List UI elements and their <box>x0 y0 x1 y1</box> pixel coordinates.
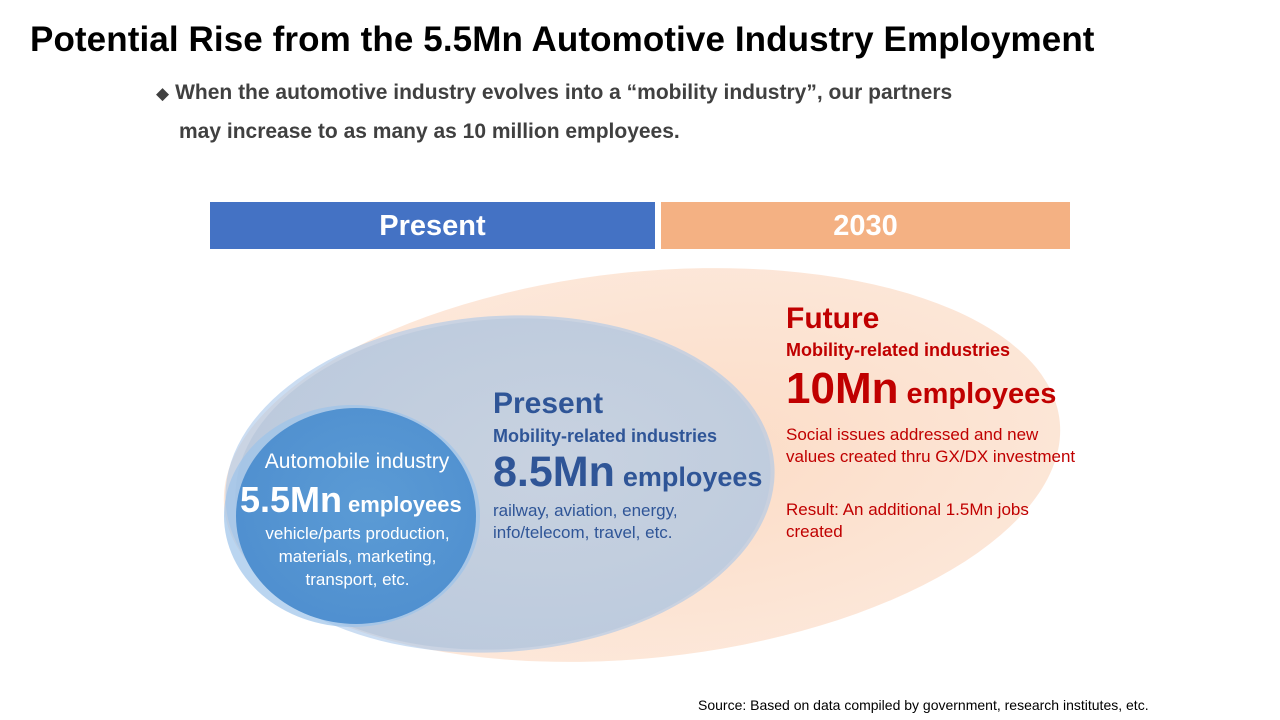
source-note: Source: Based on data compiled by govern… <box>698 697 1149 713</box>
future-unit: employees <box>906 378 1057 410</box>
future-description: Social issues addressed and new values c… <box>786 425 1076 466</box>
automobile-number: 5.5Mn <box>240 479 343 520</box>
header-present: Present <box>210 202 655 249</box>
future-subheading: Mobility-related industries <box>786 340 1011 360</box>
automobile-circle <box>224 405 480 627</box>
future-employee-count: 10Mn employees <box>786 364 1056 414</box>
present-number: 8.5Mn <box>493 448 615 496</box>
future-number: 10Mn <box>786 364 899 413</box>
present-description: railway, aviation, energy, info/telecom,… <box>493 501 678 542</box>
automobile-unit: employees <box>348 492 462 517</box>
bullet-line-2: may increase to as many as 10 million em… <box>179 120 680 143</box>
present-employee-count: 8.5Mn employees <box>493 448 762 497</box>
diamond-bullet-icon: ◆ <box>156 84 170 103</box>
automobile-heading: Automobile industry <box>264 450 450 473</box>
page-title: Potential Rise from the 5.5Mn Automotive… <box>30 20 1095 59</box>
automobile-employee-count: 5.5Mn employees <box>240 479 462 521</box>
bullet-point: ◆ When the automotive industry evolves in… <box>156 74 1096 151</box>
bullet-line-1: When the automotive industry evolves int… <box>175 81 953 104</box>
present-heading: Present <box>493 387 604 420</box>
automobile-description: vehicle/parts production, materials, mar… <box>265 524 450 589</box>
header-2030: 2030 <box>661 202 1070 249</box>
present-unit: employees <box>622 462 763 492</box>
future-result: Result: An additional 1.5Mn jobs created <box>786 500 1029 541</box>
present-subheading: Mobility-related industries <box>493 426 718 446</box>
future-heading: Future <box>786 302 880 335</box>
